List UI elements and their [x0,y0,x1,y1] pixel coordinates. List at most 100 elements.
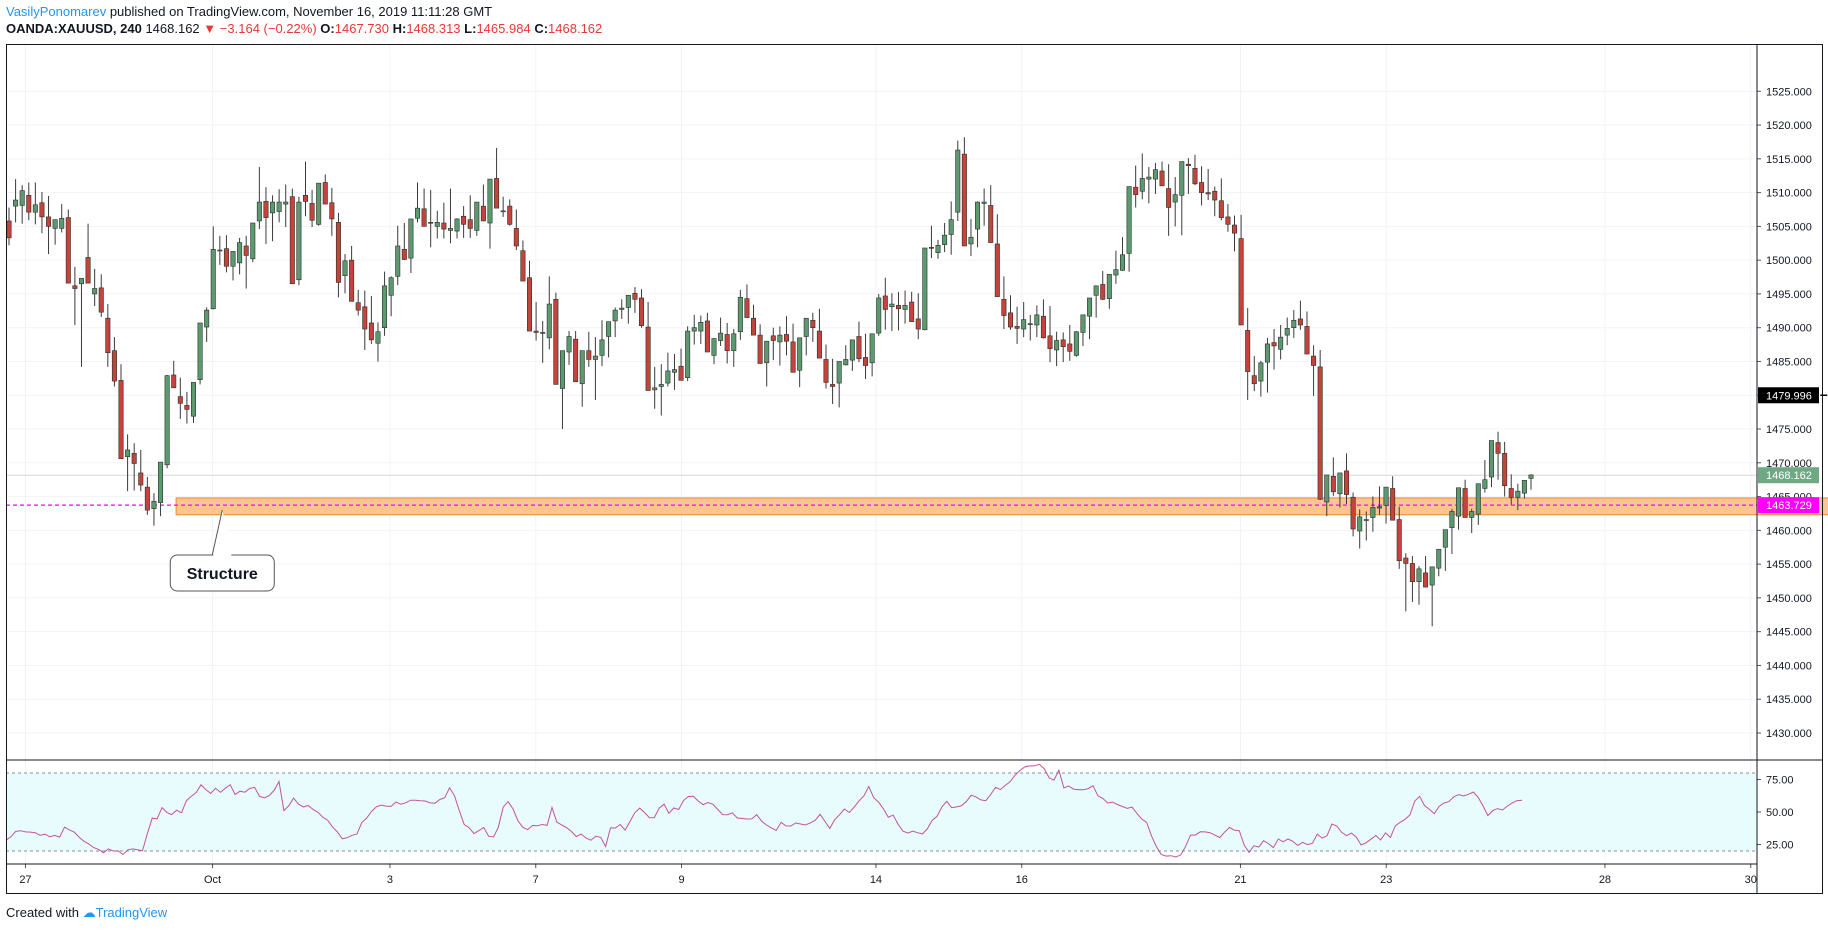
candle-body [1396,519,1402,562]
candle-body [599,339,605,356]
rsi-line [5,763,1523,858]
chart-frame [6,44,1823,894]
candle-body [1113,269,1119,276]
candle-body [909,301,915,322]
drawings[interactable]: StructureAbove Structure [169,394,1828,677]
down-triangle-icon: ▼ [203,21,217,36]
candle-body [39,202,45,218]
candle-body [849,339,855,361]
price-tick-label: 1430.000 [1766,728,1812,740]
candle-body [1192,167,1198,185]
candle-body [1001,299,1007,316]
candle-body [32,204,38,213]
symbol-name[interactable]: OANDA:XAUUSD, 240 [6,21,142,36]
candle-body [401,249,407,260]
candle-body [1080,314,1086,333]
time-tick-label: 7 [533,874,539,886]
candle-body [256,201,262,222]
time-tick-label: 14 [870,874,882,886]
candle-body [586,350,592,360]
time-tick-label: 3 [387,874,393,886]
tradingview-link[interactable]: TradingView [95,905,168,920]
candle-body [942,234,948,245]
candle-body [1034,314,1040,326]
candle-body [1093,285,1099,296]
candle-body [579,350,585,385]
candle-body [98,287,104,313]
candle-body [434,222,440,227]
candle-body [803,317,809,337]
time-tick-label: Oct [204,874,221,886]
candle-body [922,247,928,331]
candle-body [362,306,368,330]
time-tick-label: 30 [1745,874,1757,886]
candle-body [177,396,183,404]
candle-body [1370,507,1376,518]
candle-body [1502,453,1508,487]
price-tick-label: 1515.000 [1766,154,1812,166]
candle-body [1357,516,1363,532]
time-tick-label: 28 [1599,874,1611,886]
candle-body [836,361,842,384]
candle-body [441,222,447,230]
candle-body [13,199,19,207]
candle-body [335,222,341,283]
candle-body [1495,442,1501,454]
candle-body [718,332,724,341]
price-tick-label: 1500.000 [1766,255,1812,267]
low-label: L: [464,21,477,36]
candle-body [1324,474,1330,503]
candle-body [283,201,289,205]
candle-body [138,472,144,486]
candle-body [546,303,552,339]
candle-body [810,319,816,328]
price-tick-label: 1440.000 [1766,660,1812,672]
candle-body [1166,188,1172,208]
candle-body [1436,548,1442,569]
candle-body [1469,511,1475,518]
candle-body [592,355,598,360]
last-price: 1468.162 [145,21,200,36]
rsi-band-fill [6,773,1757,851]
candle-body [612,309,618,322]
candle-body [302,195,308,202]
candle-body [125,449,131,458]
candle-body [1291,319,1297,328]
time-tick-label: 21 [1234,874,1246,886]
candle-body [382,285,388,328]
candle-body [65,217,71,284]
candle-body [26,195,32,213]
candle-body [85,257,91,284]
candle-body [349,259,355,302]
price-tick-label: 1485.000 [1766,356,1812,368]
candle-body [744,298,750,318]
candle-body [6,220,12,239]
candle-body [105,317,111,353]
candle-body [171,374,177,389]
candle-body [507,205,513,225]
candle-body [388,277,394,296]
rsi-pane[interactable] [5,763,1757,858]
candle-body [1139,178,1145,192]
price-chart[interactable]: StructureAbove Structure 1525.000 1520.00… [0,0,1828,900]
candle-body [461,215,467,225]
support-zone-layer [6,474,1828,516]
price-tick-label: 1520.000 [1766,120,1812,132]
candle-body [1442,529,1448,548]
author-link[interactable]: VasilyPonomarev [6,4,107,19]
candles [6,137,1534,627]
candle-body [144,486,150,511]
candle-body [678,365,684,381]
candle-body [500,210,506,213]
candle-body [111,350,117,382]
candle-body [1423,572,1429,588]
candle-body [658,384,664,387]
candle-body [757,334,763,364]
candle-body [1225,216,1231,225]
grid [6,44,1757,864]
candle-body [777,334,783,343]
candle-body [78,278,84,285]
candle-body [1311,355,1317,366]
publish-info: VasilyPonomarev published on TradingView… [6,4,492,19]
candle-body [151,500,157,510]
